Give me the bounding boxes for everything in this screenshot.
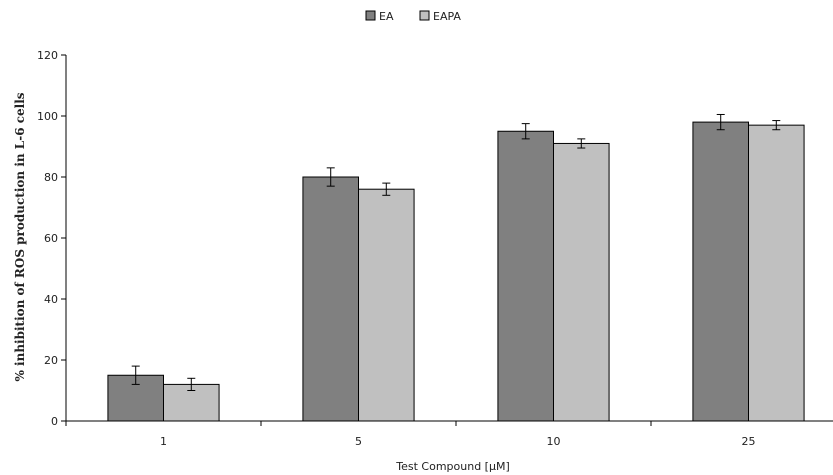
bar-eapa bbox=[553, 142, 610, 422]
bars bbox=[107, 121, 805, 422]
y-axis-label: % inhibition of ROS production in L-6 ce… bbox=[13, 92, 27, 381]
y-tick-label: 80 bbox=[44, 171, 58, 184]
error-bars bbox=[131, 113, 781, 391]
y-tick-label: 100 bbox=[37, 110, 58, 123]
bar-eapa bbox=[748, 124, 805, 422]
x-axis-label: Test Compound [μM] bbox=[395, 460, 510, 473]
bar-ea bbox=[497, 130, 554, 422]
x-tick-label: 25 bbox=[742, 435, 756, 448]
bar-ea bbox=[302, 176, 359, 422]
y-tick-label: 60 bbox=[44, 232, 58, 245]
y-tick-label: 120 bbox=[37, 49, 58, 62]
y-tick-label: 20 bbox=[44, 354, 58, 367]
legend-swatch-ea bbox=[365, 10, 376, 21]
y-axis: 0 20 40 60 80 100 120 bbox=[37, 49, 67, 428]
y-tick-label: 40 bbox=[44, 293, 58, 306]
bar-eapa bbox=[358, 188, 415, 422]
x-axis: 1 5 10 25 bbox=[65, 420, 833, 448]
x-tick-label: 5 bbox=[355, 435, 362, 448]
y-tick-label: 0 bbox=[51, 415, 58, 428]
x-tick-label: 10 bbox=[547, 435, 561, 448]
legend: EA EAPA bbox=[365, 10, 461, 23]
bar-ea bbox=[692, 121, 749, 422]
legend-swatch-eapa bbox=[419, 10, 430, 21]
legend-label-ea: EA bbox=[379, 10, 394, 23]
legend-label-eapa: EAPA bbox=[433, 10, 461, 23]
bar-eapa bbox=[163, 383, 220, 422]
x-tick-label: 1 bbox=[160, 435, 167, 448]
